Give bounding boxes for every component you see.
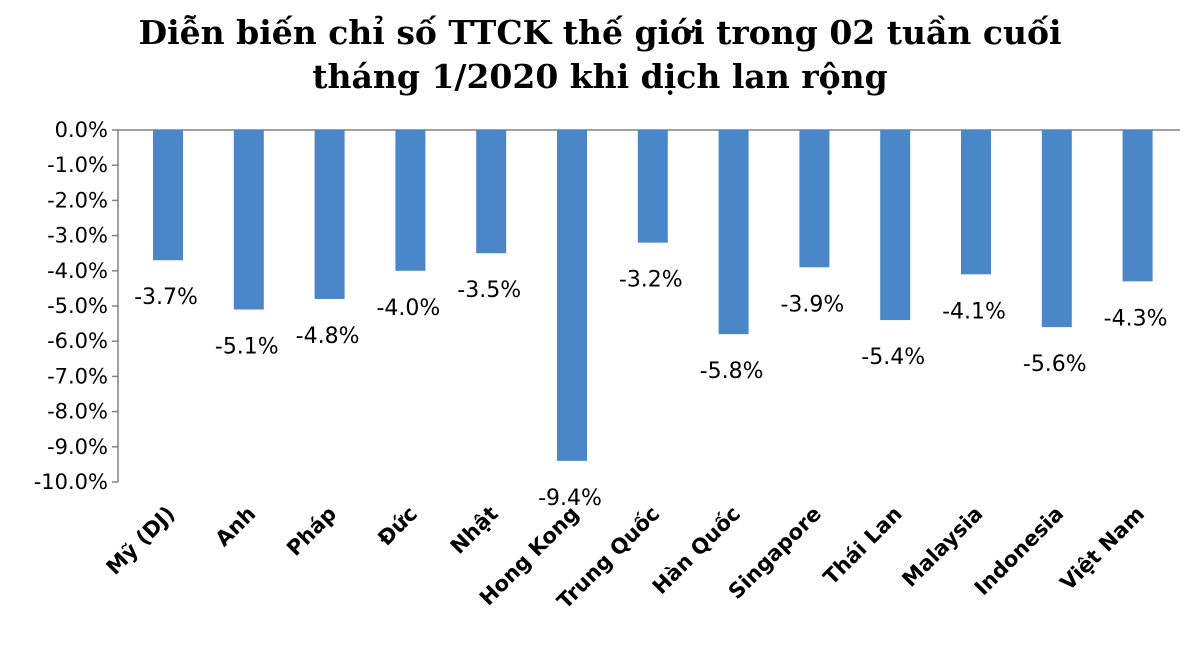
y-tick-label: -4.0% [47,259,108,283]
data-label: -5.1% [215,335,279,360]
bars [153,130,1153,461]
bar [233,130,264,310]
data-label: -4.3% [1104,306,1168,331]
y-tick-label: -9.0% [47,435,108,459]
y-tick-label: -8.0% [47,400,108,424]
x-category-label: Đức [373,502,422,551]
y-tick-label: -1.0% [47,153,108,177]
bar [799,130,830,268]
chart-title-line-1: Diễn biến chỉ số TTCK thế giới trong 02 … [138,13,1062,52]
bar [1041,130,1072,328]
bar [395,130,426,271]
data-label: -9.4% [538,486,602,511]
x-category-label: Nhật [446,502,503,559]
data-label: -5.4% [861,345,925,370]
bar [718,130,749,335]
x-category-label: Anh [211,502,261,552]
data-label: -5.8% [700,359,764,384]
data-label: -3.9% [780,292,844,317]
x-category-label: Pháp [282,502,341,561]
bar [961,130,991,275]
data-label: -4.8% [296,324,360,349]
data-labels: -3.7% -5.1% -4.8% -4.0% -3.5% -9.4% -3.2% -5.8%… [134,268,1167,511]
y-tick-label: -2.0% [47,188,108,212]
data-label: -4.1% [942,299,1006,324]
bar [476,130,507,254]
bar [557,130,587,461]
data-label: -4.0% [376,296,440,321]
data-label: -5.6% [1023,352,1087,377]
y-tick-label: -10.0% [34,470,108,494]
x-category-label: Mỹ (DJ) [102,502,180,580]
y-tick-label: -7.0% [47,364,108,388]
y-axis: 0.0% -1.0% -2.0% -3.0% -4.0% -5.0% -6.0% -7.0% -… [34,118,1180,494]
bar [1122,130,1153,282]
bar [880,130,911,321]
chart-title-line-2: tháng 1/2020 khi dịch lan rộng [312,57,888,96]
bar [314,130,345,299]
x-category-label: Việt Nam [1056,502,1150,596]
data-label: -3.7% [134,285,198,310]
y-tick-label: -3.0% [47,224,108,248]
bar [637,130,668,243]
data-label: -3.5% [457,278,521,303]
data-label: -3.2% [619,268,683,293]
y-tick-label: -5.0% [47,294,108,318]
x-category-label: Thái Lan [819,502,907,590]
bar [153,130,183,261]
y-tick-label: -6.0% [47,329,108,353]
y-tick-label: 0.0% [55,118,108,142]
